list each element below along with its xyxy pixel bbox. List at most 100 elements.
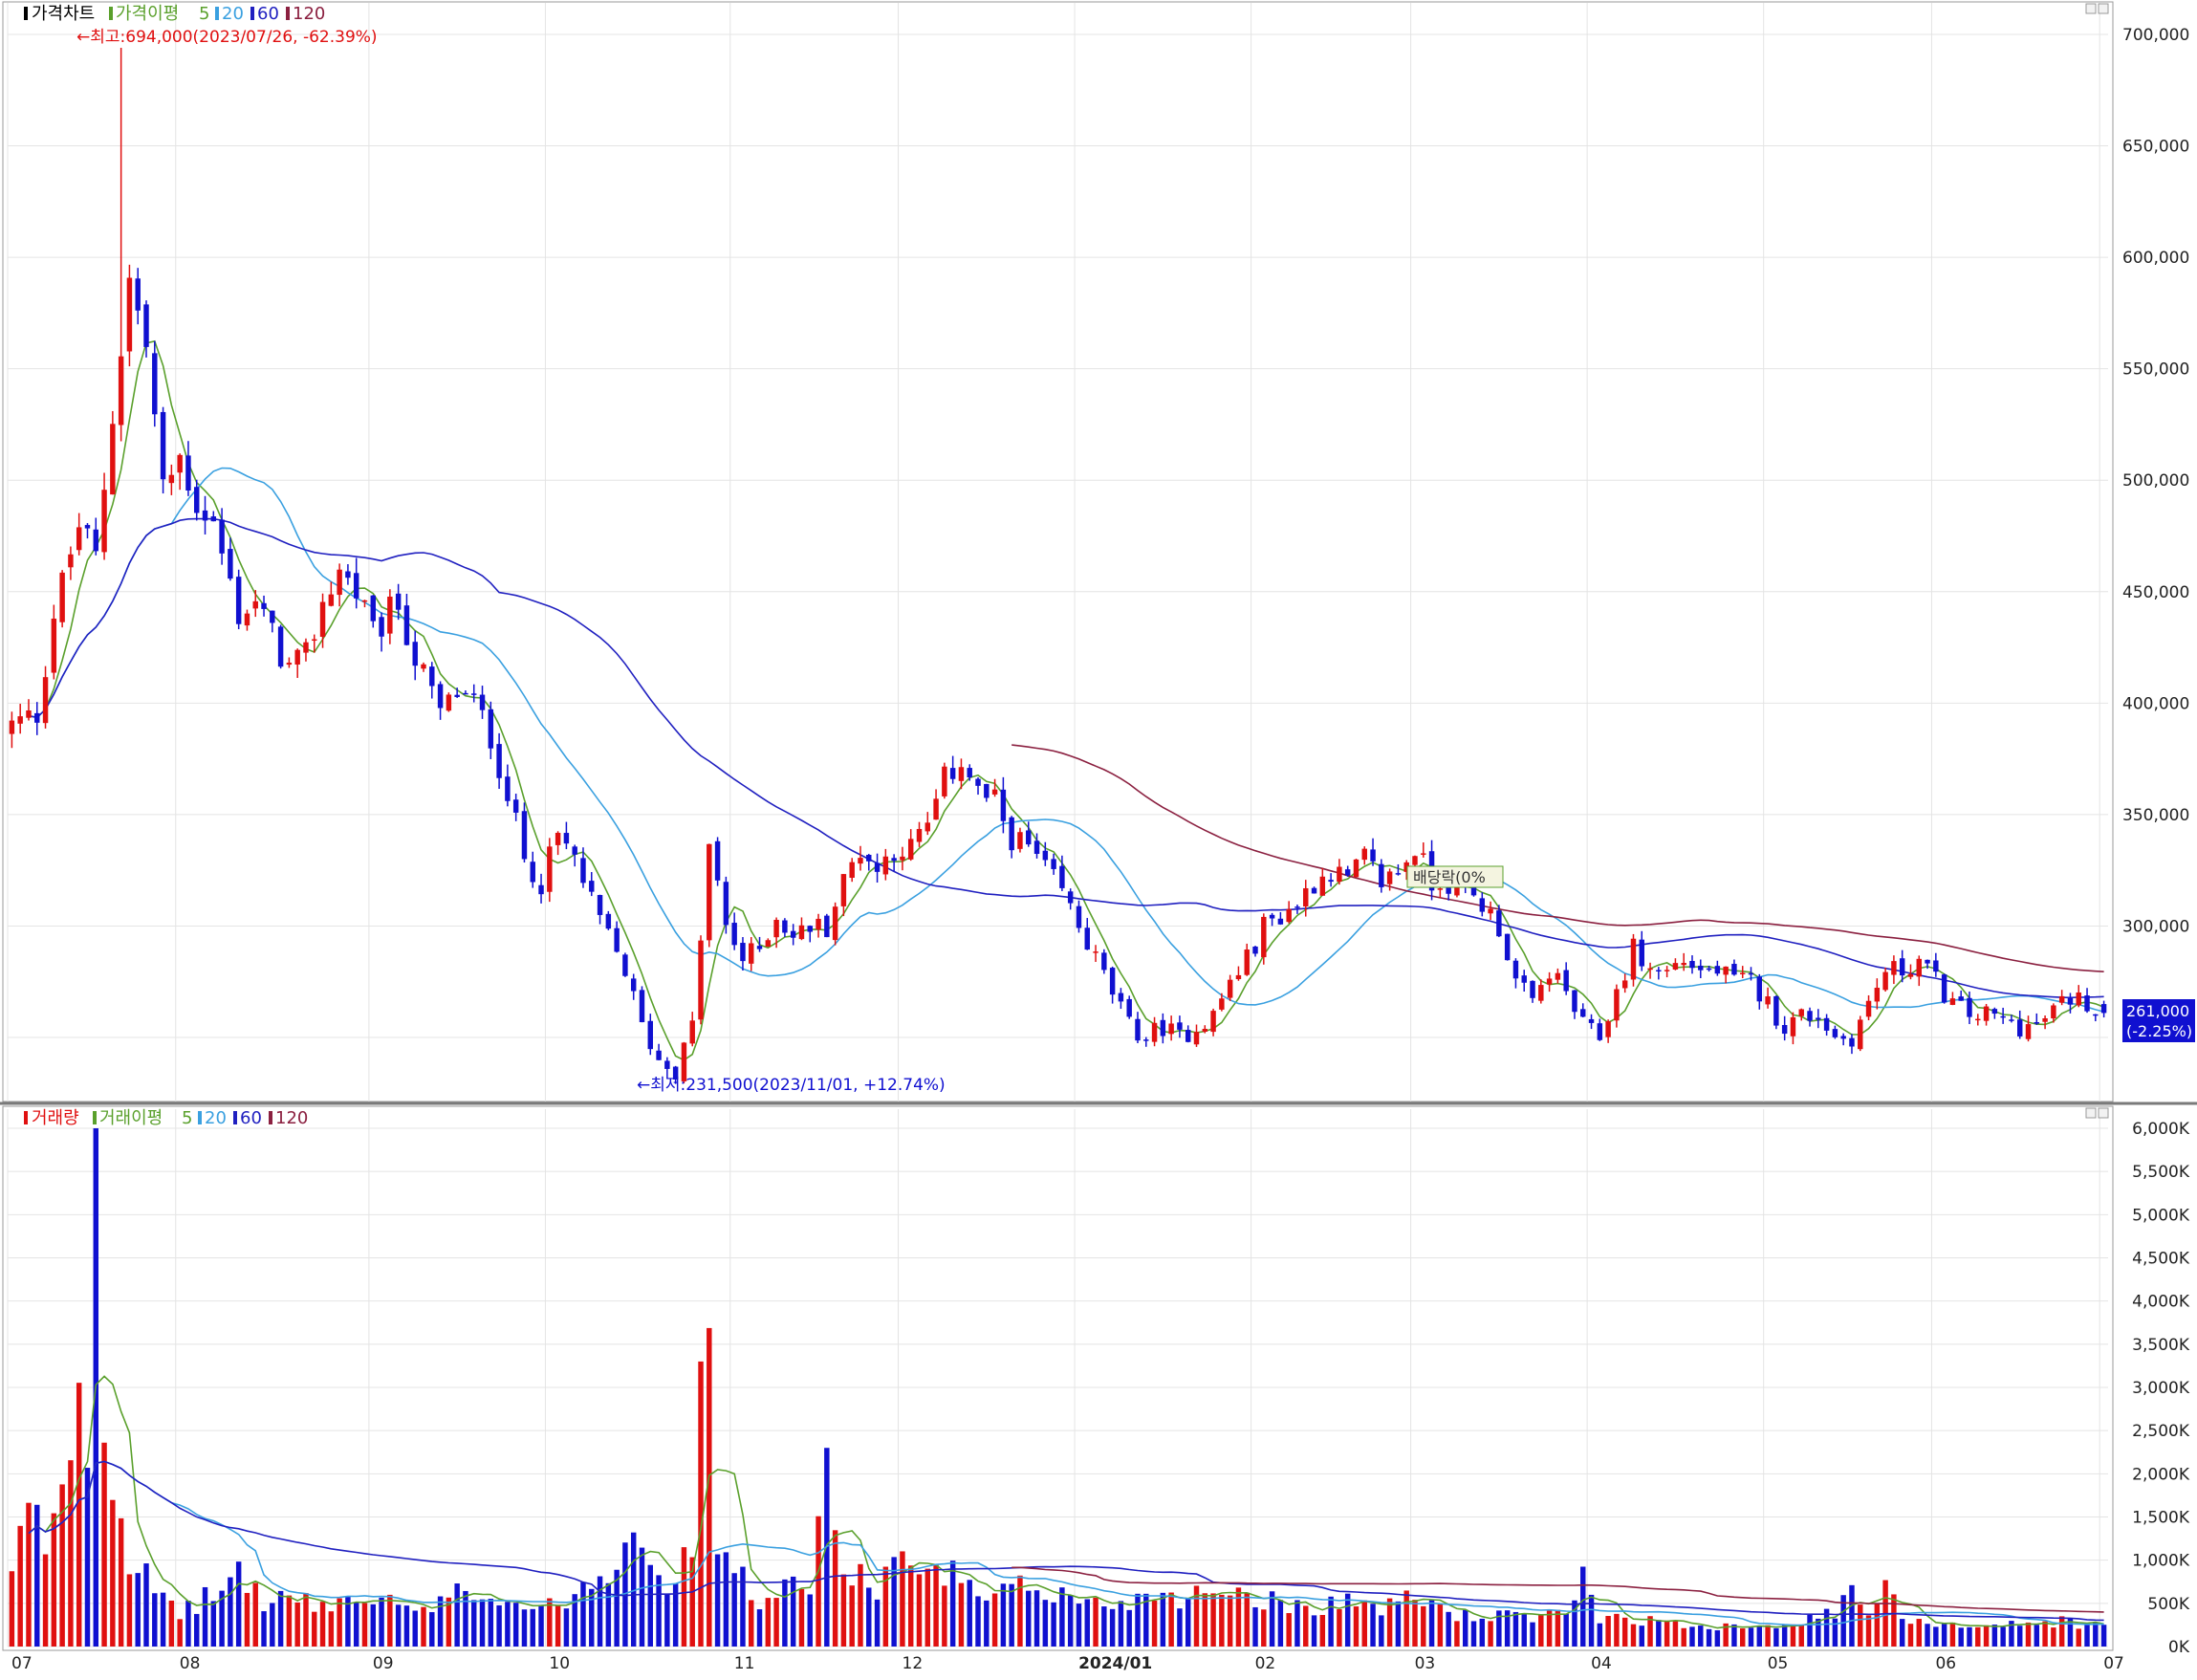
volume-bar[interactable]: [756, 1609, 763, 1647]
candle-body[interactable]: [1874, 988, 1881, 1002]
volume-bar[interactable]: [1521, 1614, 1527, 1647]
volume-bar[interactable]: [319, 1602, 326, 1647]
volume-bar[interactable]: [235, 1561, 242, 1647]
candle-body[interactable]: [967, 768, 972, 777]
volume-bar[interactable]: [1101, 1606, 1107, 1647]
volume-bar[interactable]: [689, 1557, 695, 1647]
volume-bar[interactable]: [1958, 1627, 1964, 1647]
candle-body[interactable]: [1109, 968, 1116, 995]
candle-body[interactable]: [126, 277, 133, 352]
candle-body[interactable]: [824, 915, 830, 938]
volume-bar[interactable]: [512, 1603, 519, 1647]
volume-bar[interactable]: [152, 1593, 158, 1647]
candle-body[interactable]: [412, 642, 418, 666]
candle-body[interactable]: [512, 799, 519, 813]
volume-bar[interactable]: [1580, 1566, 1586, 1647]
volume-bar[interactable]: [1462, 1609, 1468, 1647]
candle-body[interactable]: [1580, 1009, 1586, 1017]
candle-body[interactable]: [429, 666, 435, 687]
candle-body[interactable]: [454, 694, 460, 697]
volume-bar[interactable]: [639, 1547, 645, 1647]
candle-body[interactable]: [1403, 862, 1409, 872]
volume-bar[interactable]: [1630, 1624, 1637, 1647]
volume-bar[interactable]: [563, 1608, 570, 1647]
volume-bar[interactable]: [312, 1611, 317, 1647]
candle-body[interactable]: [228, 549, 233, 579]
volume-bar[interactable]: [1916, 1619, 1922, 1647]
volume-bar[interactable]: [1337, 1609, 1342, 1647]
candle-body[interactable]: [235, 577, 242, 624]
volume-bar[interactable]: [1210, 1593, 1216, 1647]
candle-body[interactable]: [1689, 961, 1695, 969]
candle-body[interactable]: [152, 353, 158, 415]
candle-body[interactable]: [547, 846, 553, 892]
candle-body[interactable]: [1958, 996, 1964, 1001]
volume-bar[interactable]: [1328, 1596, 1334, 1647]
candle-body[interactable]: [698, 940, 704, 1020]
volume-bar[interactable]: [1160, 1592, 1166, 1647]
candle-body[interactable]: [1059, 865, 1065, 888]
volume-bar[interactable]: [2100, 1625, 2107, 1647]
candle-body[interactable]: [471, 693, 477, 695]
candle-body[interactable]: [42, 677, 49, 724]
candle-body[interactable]: [1042, 850, 1049, 861]
candle-body[interactable]: [1639, 939, 1644, 967]
volume-bar[interactable]: [59, 1484, 65, 1647]
candle-body[interactable]: [143, 304, 149, 347]
candle-body[interactable]: [749, 943, 754, 964]
candle-body[interactable]: [681, 1042, 687, 1081]
volume-bar[interactable]: [1714, 1630, 1721, 1647]
volume-bar[interactable]: [1421, 1605, 1426, 1647]
candle-body[interactable]: [1067, 891, 1074, 904]
candle-body[interactable]: [1353, 859, 1360, 878]
candle-body[interactable]: [866, 854, 872, 862]
candle-body[interactable]: [1605, 1021, 1611, 1037]
candle-body[interactable]: [135, 278, 141, 311]
candle-body[interactable]: [689, 1020, 695, 1044]
volume-bar[interactable]: [1244, 1592, 1250, 1647]
candle-body[interactable]: [1723, 966, 1729, 975]
volume-bar[interactable]: [1991, 1625, 1998, 1647]
volume-bar[interactable]: [1538, 1614, 1544, 1647]
candle-body[interactable]: [2076, 992, 2081, 1006]
volume-bar[interactable]: [1488, 1621, 1493, 1647]
candle-body[interactable]: [379, 617, 384, 637]
volume-legend-period-20[interactable]: 20: [205, 1108, 227, 1128]
candle-body[interactable]: [1244, 949, 1250, 975]
volume-bar[interactable]: [277, 1590, 284, 1647]
candle-body[interactable]: [1017, 832, 1023, 849]
volume-bar[interactable]: [379, 1597, 384, 1647]
volume-bar[interactable]: [1470, 1621, 1477, 1647]
volume-bar[interactable]: [1428, 1600, 1435, 1647]
candle-body[interactable]: [656, 1050, 662, 1060]
candle-body[interactable]: [202, 510, 208, 521]
volume-bar[interactable]: [1698, 1625, 1704, 1647]
volume-bar[interactable]: [1059, 1587, 1065, 1647]
volume-bar[interactable]: [454, 1583, 460, 1647]
volume-bar[interactable]: [1454, 1621, 1460, 1647]
volume-bar[interactable]: [1319, 1614, 1326, 1647]
volume-bar[interactable]: [714, 1554, 721, 1647]
volume-bar[interactable]: [723, 1552, 729, 1647]
volume-bar[interactable]: [328, 1611, 335, 1647]
volume-bar[interactable]: [967, 1580, 972, 1647]
candle-body[interactable]: [1849, 1037, 1855, 1047]
candle-body[interactable]: [1773, 995, 1779, 1026]
volume-bar[interactable]: [538, 1604, 544, 1647]
candle-body[interactable]: [93, 529, 98, 552]
candle-body[interactable]: [34, 712, 40, 723]
volume-bar[interactable]: [1925, 1624, 1930, 1647]
candle-body[interactable]: [1858, 1019, 1863, 1050]
volume-bar[interactable]: [1899, 1619, 1905, 1647]
candle-body[interactable]: [17, 716, 23, 724]
volume-bar[interactable]: [1621, 1617, 1628, 1647]
volume-bar[interactable]: [1664, 1620, 1670, 1647]
candle-body[interactable]: [1446, 887, 1451, 894]
volume-bar[interactable]: [707, 1327, 712, 1647]
candle-body[interactable]: [1647, 968, 1653, 971]
volume-bar[interactable]: [1530, 1622, 1535, 1647]
candle-body[interactable]: [1563, 970, 1569, 992]
candle-body[interactable]: [219, 519, 225, 554]
volume-bar[interactable]: [479, 1599, 486, 1647]
candle-body[interactable]: [1252, 946, 1258, 954]
